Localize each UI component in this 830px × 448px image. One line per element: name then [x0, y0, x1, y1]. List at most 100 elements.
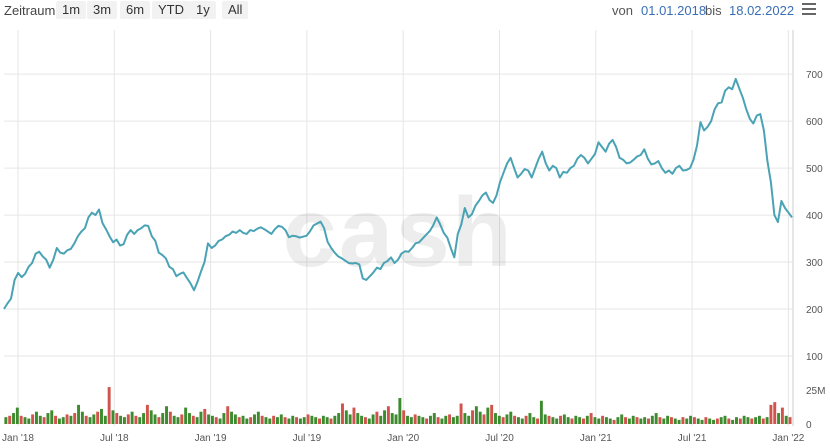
x-tick-label: Jul '20	[485, 433, 514, 444]
range-button-6m[interactable]: 6m	[120, 1, 151, 19]
volume-bar	[84, 415, 88, 424]
volume-bar	[172, 415, 176, 424]
volume-bar	[375, 411, 379, 424]
volume-bar	[406, 415, 409, 424]
range-button-all[interactable]: All	[222, 1, 249, 19]
volume-bar	[635, 417, 639, 424]
range-button-ytd[interactable]: YTD	[152, 1, 190, 19]
watermark-logo: cash	[282, 177, 513, 287]
range-button-1y[interactable]: 1y	[190, 1, 216, 19]
to-label: bis	[705, 3, 722, 18]
volume-bar	[463, 413, 467, 424]
range-button-1m[interactable]: 1m	[56, 1, 87, 19]
volume-bar	[543, 414, 547, 424]
volume-bar	[149, 410, 153, 424]
volume-bar	[593, 417, 597, 424]
volume-bar	[61, 417, 65, 424]
volume-bar	[440, 418, 444, 424]
volume-bar	[241, 415, 245, 424]
volume-bar	[268, 418, 272, 424]
volume-bar	[539, 400, 543, 424]
volume-bar	[287, 418, 291, 424]
volume-bar	[272, 415, 276, 424]
volume-bar	[601, 415, 605, 424]
y-tick-label: 300	[806, 258, 823, 269]
volume-bar	[230, 411, 234, 424]
volume-bar	[165, 406, 168, 424]
volume-bar	[624, 417, 628, 424]
volume-bar	[218, 418, 222, 424]
x-tick-label: Jan '21	[580, 433, 612, 444]
volume-bar	[597, 418, 601, 424]
volume-bar	[35, 411, 38, 424]
y-tick-label: 700	[806, 70, 823, 81]
volume-bar	[279, 414, 283, 424]
volume-bar	[673, 418, 677, 424]
volume-bar	[295, 417, 299, 424]
volume-bar	[103, 415, 107, 424]
volume-bar	[38, 415, 42, 424]
volume-bar	[451, 417, 455, 424]
volume-bar	[536, 418, 540, 424]
volume-bar	[608, 418, 612, 424]
volume-bar	[138, 417, 142, 424]
volume-bar	[612, 419, 616, 424]
x-tick-label: Jul '19	[293, 433, 322, 444]
volume-bars	[4, 387, 792, 424]
volume-bar	[111, 410, 115, 424]
volume-bar	[692, 417, 696, 424]
x-tick-label: Jan '18	[2, 433, 34, 444]
volume-bar	[31, 414, 35, 424]
volume-bar	[616, 417, 620, 424]
volume-bar	[383, 410, 387, 424]
volume-bar	[735, 417, 738, 424]
volume-bar	[92, 414, 96, 424]
to-date-input[interactable]: 18.02.2022	[729, 3, 795, 18]
range-button-3m[interactable]: 3m	[87, 1, 118, 19]
volume-bar	[478, 411, 482, 424]
volume-bar	[15, 407, 19, 424]
volume-bar	[80, 411, 84, 424]
volume-bar	[570, 418, 574, 424]
volume-bar	[509, 411, 513, 424]
volume-bar	[314, 417, 318, 424]
volume-bar	[566, 417, 570, 424]
hamburger-menu-icon[interactable]	[802, 3, 816, 17]
volume-bar	[54, 415, 58, 424]
volume-bar	[253, 414, 256, 424]
volume-bar	[19, 415, 23, 424]
volume-bar	[639, 418, 643, 424]
volume-bar	[467, 415, 471, 424]
price-line	[3, 77, 793, 310]
volume-bar	[409, 417, 413, 424]
volume-bar	[214, 417, 218, 424]
volume-bar	[122, 417, 126, 424]
volume-bar	[432, 413, 436, 424]
volume-bar	[344, 410, 348, 424]
volume-bar	[195, 417, 199, 424]
volume-bar	[712, 419, 715, 424]
volume-bar	[46, 413, 50, 424]
volume-bar	[321, 415, 325, 424]
volume-bar	[704, 417, 708, 424]
volume-bar	[379, 415, 383, 424]
volume-bar	[647, 418, 650, 424]
volume-bar	[226, 406, 230, 424]
volume-bar	[494, 413, 497, 424]
volume-bar	[528, 413, 532, 424]
volume-bar	[731, 419, 735, 424]
range-selector-toolbar: Zeitraum 1m 3m 6m YTD 1y All von 01.01.2…	[0, 0, 830, 22]
volume-bar	[153, 414, 157, 424]
x-tick-label: Jan '20	[387, 433, 419, 444]
volume-bar	[69, 415, 73, 424]
volume-bar	[669, 417, 673, 424]
volume-bar	[188, 413, 191, 424]
volume-bar	[547, 415, 551, 424]
from-date-input[interactable]: 01.01.2018	[641, 3, 707, 18]
volume-bar	[497, 415, 501, 424]
volume-bar	[784, 415, 788, 424]
volume-bar	[708, 418, 712, 424]
volume-bar	[474, 406, 478, 424]
volume-bar	[757, 415, 761, 424]
